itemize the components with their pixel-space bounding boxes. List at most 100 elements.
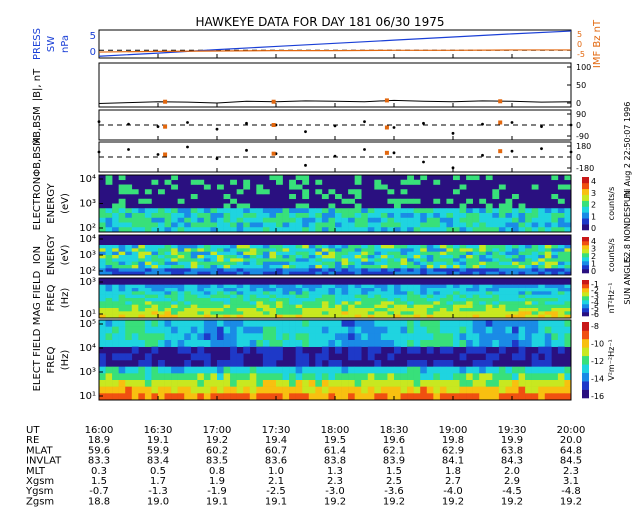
spectrogram-cell: [505, 203, 513, 209]
spectrogram-cell: [472, 294, 480, 299]
spectrogram-cell: [348, 261, 355, 266]
spectrogram-cell: [217, 251, 224, 256]
spectrogram-cell: [190, 340, 198, 347]
spectrogram-cell: [276, 373, 283, 381]
spectrogram-cell: [492, 333, 500, 341]
spectrogram-cell: [158, 360, 165, 367]
spectrogram-cell: [348, 301, 355, 305]
spectrogram-cell: [190, 301, 198, 305]
spectrogram-cell: [302, 227, 310, 233]
spectrogram-cell: [498, 184, 506, 190]
spectrogram-cell: [164, 373, 172, 381]
spectrogram-cell: [177, 301, 185, 305]
spectrogram-cell: [459, 304, 467, 309]
spectrogram-cell: [453, 393, 460, 401]
spectrogram-cell: [118, 222, 126, 228]
spectrogram-cell: [420, 314, 428, 319]
spectrogram-cell: [269, 301, 277, 305]
spectrogram-cell: [295, 304, 303, 309]
spectrogram-cell: [289, 222, 296, 228]
ephemeris-label: INVLAT: [26, 456, 62, 467]
spectrogram-cell: [538, 284, 546, 289]
spectrogram-cell: [426, 217, 434, 223]
spectrogram-cell: [230, 304, 237, 309]
spectrogram-cell: [315, 366, 323, 374]
spectrogram-cell: [426, 298, 434, 302]
spectrogram-cell: [171, 261, 178, 266]
spectrogram-cell: [518, 308, 526, 312]
spectrogram-cell: [276, 268, 283, 272]
spectrogram-cell: [112, 386, 119, 394]
spectrogram-cell: [262, 251, 270, 256]
spectrogram-cell: [276, 255, 283, 259]
mag-field-colorbar-tick: -3: [591, 292, 599, 301]
spectrogram-cell: [144, 258, 152, 262]
spectrogram-cell: [125, 261, 133, 266]
spectrogram-cell: [544, 271, 552, 276]
spectrogram-cell: [282, 373, 290, 381]
marker: [384, 150, 389, 155]
spectrogram-cell: [112, 251, 119, 256]
spectrogram-cell: [289, 184, 296, 190]
spectrogram-cell: [203, 380, 211, 387]
spectrogram-cell: [184, 248, 192, 252]
spectrogram-cell: [105, 251, 113, 256]
spectrogram-cell: [105, 386, 113, 394]
ephemeris-value: 2.5: [386, 476, 402, 487]
spectrogram-cell: [348, 227, 355, 233]
spectrogram-cell: [341, 326, 349, 334]
spectrogram-cell: [498, 268, 506, 272]
spectrogram-cell: [276, 248, 283, 252]
spectrogram-cell: [453, 222, 460, 228]
spectrogram-cell: [177, 217, 185, 223]
spectrogram-cell: [466, 301, 473, 305]
spectrogram-cell: [118, 333, 126, 341]
spectrogram-cell: [230, 298, 237, 302]
spectrogram-cell: [243, 380, 251, 387]
spectrogram-cell: [472, 304, 480, 309]
spectrogram-cell: [210, 288, 218, 292]
spectrogram-cell: [125, 311, 133, 315]
spectrogram-cell: [557, 366, 565, 374]
spectrogram-cell: [407, 311, 414, 315]
spectrogram-cell: [243, 271, 251, 276]
spectrogram-cell: [217, 291, 224, 295]
spectrogram-cell: [361, 271, 369, 276]
spectrogram-cell: [446, 208, 454, 214]
spectrogram-cell: [217, 304, 224, 309]
spectrogram-cell: [236, 291, 244, 295]
spectrogram-cell: [105, 380, 113, 387]
spectrogram-cell: [348, 373, 355, 381]
spectrogram-cell: [453, 265, 460, 269]
spectrogram-cell: [295, 314, 303, 319]
spectrogram-cell: [380, 265, 388, 269]
spectrogram-cell: [439, 208, 447, 214]
spectrogram-cell: [498, 326, 506, 334]
spectrogram-cell: [512, 261, 519, 266]
spectrogram-cell: [289, 298, 296, 302]
spectrogram-cell: [420, 271, 428, 276]
spectrogram-cell: [203, 298, 211, 302]
spectrogram-cell: [112, 393, 119, 401]
spectrogram-cell: [354, 380, 362, 387]
spectrogram-cell: [538, 291, 546, 295]
spectrogram-cell: [367, 304, 375, 309]
spectrogram-cell: [190, 258, 198, 262]
spectrogram-cell: [190, 311, 198, 315]
spectrogram-cell: [125, 227, 133, 233]
spectrogram-cell: [426, 301, 434, 305]
spectrogram-cell: [466, 268, 473, 272]
spectrogram-cell: [394, 380, 401, 387]
spectrogram-cell: [407, 198, 414, 204]
colorbar-step: [582, 200, 589, 207]
spectrogram-cell: [269, 213, 277, 219]
spectrogram-cell: [557, 261, 565, 266]
spectrogram-cell: [203, 366, 211, 374]
spectrogram-cell: [538, 298, 546, 302]
spectrogram-cell: [315, 179, 323, 185]
spectrogram-cell: [387, 227, 395, 233]
spectrogram-cell: [223, 208, 231, 214]
spectrogram-cell: [315, 360, 323, 367]
spectrogram-cell: [99, 326, 106, 334]
